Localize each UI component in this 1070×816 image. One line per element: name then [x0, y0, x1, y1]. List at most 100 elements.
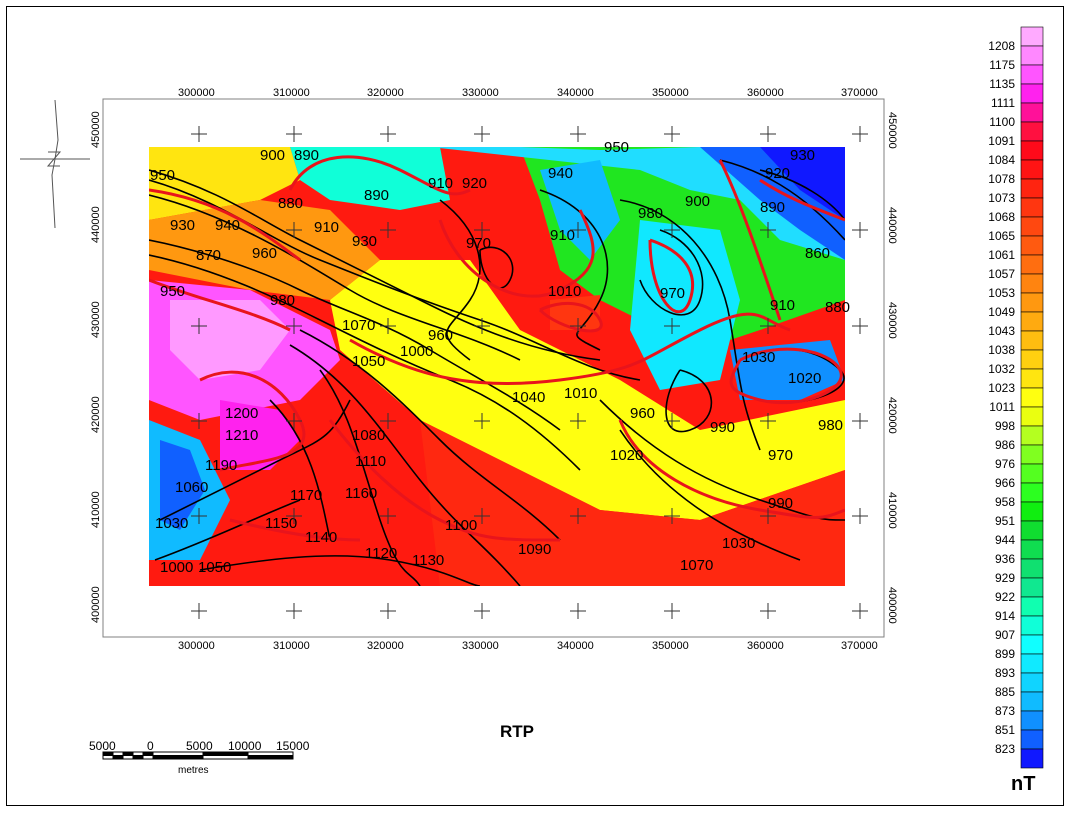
- legend-label: 893: [995, 666, 1015, 680]
- contour-label: 1210: [225, 427, 258, 444]
- map-frame: [102, 98, 885, 638]
- x-tick-label: 340000: [557, 640, 594, 652]
- contour-label: 960: [252, 245, 277, 262]
- legend-label: 1084: [988, 153, 1015, 167]
- legend-label: 1135: [989, 77, 1015, 91]
- legend-label: 873: [995, 704, 1015, 718]
- legend-swatch: [1020, 482, 1044, 503]
- legend-label: 1078: [988, 172, 1015, 186]
- contour-label: 980: [818, 417, 843, 434]
- legend-label: 998: [995, 419, 1015, 433]
- legend-swatch: [1020, 653, 1044, 674]
- scale-label: 10000: [228, 739, 262, 753]
- legend-label: 1061: [988, 248, 1015, 262]
- contour-label: 930: [352, 233, 377, 250]
- legend-label: 922: [995, 590, 1015, 604]
- legend-label: 914: [995, 609, 1015, 623]
- legend-label: 1023: [988, 381, 1015, 395]
- contour-label: 1190: [205, 457, 237, 474]
- legend-swatch: [1020, 444, 1044, 465]
- x-tick-label: 360000: [747, 87, 784, 99]
- scale-label: 0: [147, 739, 154, 753]
- contour-label: 910: [770, 297, 795, 314]
- contour-label: 1090: [518, 541, 551, 558]
- legend-label: 944: [995, 533, 1015, 547]
- contour-label: 940: [548, 165, 573, 182]
- y-tick-label: 410000: [886, 492, 898, 529]
- contour-label: 900: [260, 147, 285, 164]
- north-arrow-icon: [20, 99, 90, 229]
- contour-label: 1030: [742, 349, 775, 366]
- legend-label: 907: [995, 628, 1015, 642]
- legend-swatch: [1020, 197, 1044, 218]
- contour-label: 960: [630, 405, 655, 422]
- legend-swatch: [1020, 539, 1044, 560]
- legend-label: 958: [995, 495, 1015, 509]
- scale-label: 5000: [186, 739, 213, 753]
- x-tick-label: 300000: [178, 87, 215, 99]
- legend-swatch: [1020, 102, 1044, 123]
- contour-label: 970: [660, 285, 685, 302]
- legend-swatch: [1020, 691, 1044, 712]
- contour-label: 1050: [352, 353, 385, 370]
- contour-label: 1070: [342, 317, 375, 334]
- y-axis-left: 450000 440000 430000 420000 410000 40000…: [90, 111, 102, 623]
- legend-swatch: [1020, 140, 1044, 161]
- x-tick-label: 370000: [841, 640, 878, 652]
- legend-swatch: [1020, 710, 1044, 731]
- legend-label: 1043: [988, 324, 1015, 338]
- legend-label: 1068: [988, 210, 1015, 224]
- contour-label: 940: [215, 217, 240, 234]
- x-axis-top: 300000 310000 320000 330000 340000 35000…: [178, 87, 878, 99]
- contour-label: 1050: [198, 559, 231, 576]
- legend-label: 1100: [989, 115, 1015, 129]
- legend-swatch: [1020, 406, 1044, 427]
- legend-swatch: [1020, 729, 1044, 750]
- legend-label: 885: [995, 685, 1015, 699]
- legend-swatch: [1020, 159, 1044, 180]
- y-axis-right: 450000 440000 430000 420000 410000 40000…: [886, 112, 898, 624]
- y-tick-label: 440000: [886, 207, 898, 244]
- x-tick-label: 330000: [462, 87, 499, 99]
- legend-swatch: [1020, 672, 1044, 693]
- contour-label: 880: [825, 299, 850, 316]
- legend-swatch: [1020, 596, 1044, 617]
- contour-label: 930: [790, 147, 815, 164]
- legend-label: 1175: [989, 58, 1015, 72]
- contour-label: 910: [314, 219, 339, 236]
- contour-label: 1140: [305, 529, 337, 546]
- legend-label: 986: [995, 438, 1015, 452]
- contour-label: 880: [278, 195, 303, 212]
- legend-label: 1032: [988, 362, 1015, 376]
- contour-label: 860: [805, 245, 830, 262]
- page-border: [6, 6, 1064, 806]
- y-tick-label: 400000: [90, 586, 102, 623]
- y-tick-label: 400000: [886, 587, 898, 624]
- contour-label: 900: [685, 193, 710, 210]
- contour-label: 1040: [512, 389, 545, 406]
- contour-label: 910: [550, 227, 575, 244]
- contour-label: 890: [364, 187, 389, 204]
- legend-swatch: [1020, 64, 1044, 85]
- legend-swatch: [1020, 26, 1044, 47]
- x-tick-label: 360000: [747, 640, 784, 652]
- contour-label: 1060: [175, 479, 208, 496]
- scale-label: 15000: [276, 739, 310, 753]
- legend-swatch: [1020, 425, 1044, 446]
- legend-swatch: [1020, 83, 1044, 104]
- rtp-color-surface: [149, 147, 845, 586]
- legend-swatch: [1020, 387, 1044, 408]
- legend-swatch: [1020, 368, 1044, 389]
- contour-label: 990: [768, 495, 793, 512]
- contour-label: 1010: [564, 385, 597, 402]
- contour-label: 1080: [352, 427, 385, 444]
- legend-swatch: [1020, 520, 1044, 541]
- legend-swatch: [1020, 292, 1044, 313]
- legend-label: 851: [995, 723, 1015, 737]
- y-tick-label: 420000: [886, 397, 898, 434]
- contour-label: 870: [196, 247, 221, 264]
- legend-label: 1208: [988, 39, 1015, 53]
- x-tick-label: 310000: [273, 87, 310, 99]
- contour-label: 950: [160, 283, 185, 300]
- legend-label: 951: [995, 514, 1015, 528]
